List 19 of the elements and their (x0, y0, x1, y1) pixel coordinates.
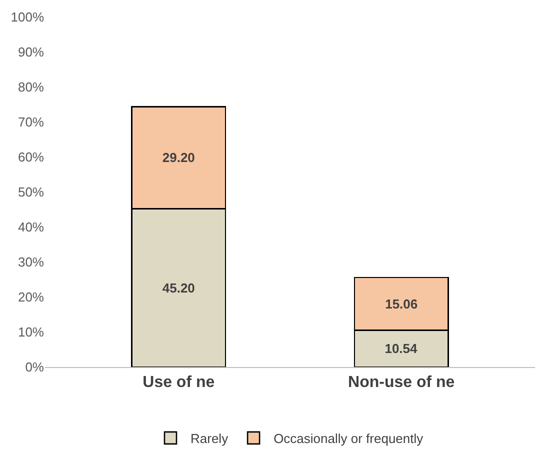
data-label: 45.20 (162, 280, 195, 296)
x-tick-label: Use of ne (142, 374, 215, 392)
y-tick-label: 60% (18, 150, 44, 165)
data-label: 29.20 (162, 150, 195, 166)
y-tick-label: 40% (18, 220, 44, 235)
y-tick-label: 100% (10, 10, 44, 25)
legend-label: Occasionally or frequently (274, 431, 424, 446)
y-tick-label: 50% (18, 184, 44, 200)
y-tick-label: 90% (18, 44, 44, 60)
y-tick-label: 0% (25, 360, 44, 375)
data-label: 15.06 (385, 296, 418, 312)
y-tick-label: 10% (18, 324, 44, 340)
y-tick-label: 80% (18, 80, 44, 95)
legend-label: Rarely (190, 431, 229, 446)
y-tick-label: 20% (18, 290, 44, 305)
data-label: 10.54 (384, 341, 418, 356)
y-tick-label: 70% (18, 114, 44, 130)
x-tick-label: Non-use of ne (348, 374, 455, 392)
y-tick-label: 30% (18, 254, 44, 270)
